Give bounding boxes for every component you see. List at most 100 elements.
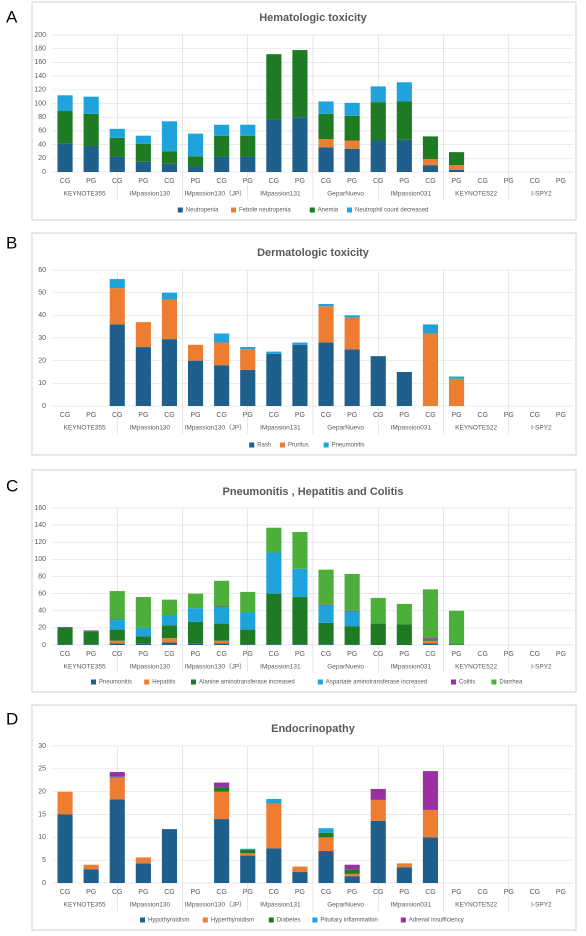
group-label: IMpassion031 — [391, 902, 432, 909]
legend-label: Neutrophil count decreased — [355, 208, 428, 214]
y-tick-label: 0 — [42, 169, 46, 176]
bar-segment — [292, 644, 308, 645]
bar-segment — [344, 876, 360, 883]
bar-segment — [370, 356, 386, 406]
bar-segment — [240, 156, 256, 172]
x-tick-label: PG — [347, 412, 357, 419]
panel-letter: D — [6, 709, 18, 728]
y-tick-label: 50 — [38, 290, 46, 297]
bar-segment — [109, 324, 125, 406]
group-label: IMpassion131 — [260, 664, 301, 671]
x-tick-label: CG — [321, 651, 332, 658]
bar-segment — [292, 866, 308, 873]
bar-segment — [83, 145, 99, 172]
bar-segment — [109, 128, 125, 138]
y-tick-label: 120 — [34, 87, 46, 94]
x-tick-label: CG — [530, 889, 541, 896]
bar-segment — [370, 623, 386, 645]
bar-segment — [109, 620, 125, 630]
y-tick-label: 100 — [34, 556, 46, 563]
bar-segment — [135, 597, 151, 628]
x-tick-label: PG — [347, 651, 357, 658]
bar-segment — [240, 644, 256, 645]
bar-segment — [135, 627, 151, 637]
group-label: KEYNOTE522 — [455, 902, 497, 909]
x-tick-label: CG — [112, 651, 123, 658]
y-tick-label: 80 — [38, 114, 46, 121]
bar-segment — [370, 788, 386, 800]
bar-segment — [214, 643, 230, 645]
bar-segment — [370, 820, 386, 883]
group-label: IMpassion131 — [260, 902, 301, 909]
group-label: I-SPY2 — [531, 425, 552, 432]
bar-segment — [57, 143, 73, 172]
bar-segment — [448, 169, 465, 172]
bar-segment — [214, 156, 230, 172]
chart-title: Endocrinopathy — [271, 723, 356, 735]
x-tick-label: PG — [295, 412, 305, 419]
bar-segment — [422, 333, 439, 406]
bar-segment — [187, 643, 204, 645]
bar-segment — [109, 799, 125, 883]
bar-segment — [344, 317, 360, 350]
bar-segment — [422, 837, 439, 883]
bar-segment — [214, 782, 230, 788]
y-tick-label: 100 — [34, 100, 46, 107]
x-tick-label: CG — [164, 889, 175, 896]
legend-label: Aspartate aminotransferase increased — [326, 680, 427, 686]
x-tick-label: CG — [373, 178, 384, 185]
x-tick-label: CG — [60, 178, 71, 185]
legend-swatch — [347, 207, 352, 213]
x-tick-label: CG — [60, 651, 71, 658]
bar-segment — [318, 604, 334, 606]
legend-label: Rash — [257, 443, 271, 449]
legend-label: Pneumonitis — [99, 680, 132, 686]
bar-segment — [370, 140, 386, 172]
y-tick-label: 40 — [38, 141, 46, 148]
bar-segment — [344, 115, 360, 141]
bar-segment — [161, 829, 178, 883]
y-tick-label: 30 — [38, 743, 46, 750]
bar-segment — [135, 643, 151, 645]
group-label: GeparNuevo — [327, 902, 364, 909]
bar-segment — [370, 799, 386, 821]
group-label: IMpassion131 — [260, 425, 301, 432]
bar-segment — [109, 776, 125, 778]
group-label: IMpassion031 — [391, 191, 432, 198]
legend-label: Hyperthyroidism — [211, 918, 254, 924]
group-label: KEYNOTE522 — [455, 664, 497, 671]
legend-swatch — [280, 442, 285, 448]
x-tick-label: CG — [216, 889, 227, 896]
bar-segment — [214, 607, 230, 624]
bar-segment — [109, 137, 125, 157]
bar-segment — [214, 787, 230, 792]
bar-segment — [135, 857, 151, 864]
bar-segment — [187, 344, 204, 361]
x-tick-label: PG — [86, 889, 96, 896]
bar-segment — [292, 50, 308, 118]
x-tick-label: CG — [60, 412, 71, 419]
bar-segment — [448, 152, 465, 166]
bar-segment — [109, 619, 125, 621]
legend-label: Hypothyroidism — [148, 918, 189, 924]
panel-letter: C — [6, 476, 18, 495]
bar-segment — [83, 644, 99, 645]
x-tick-label: CG — [269, 651, 280, 658]
bar-segment — [318, 101, 334, 114]
bar-segment — [396, 101, 412, 140]
x-tick-label: CG — [425, 889, 436, 896]
bar-segment — [344, 573, 360, 611]
bar-segment — [318, 304, 334, 307]
bar-segment — [266, 527, 282, 553]
bar-segment — [266, 798, 282, 804]
x-tick-label: CG — [269, 178, 280, 185]
x-tick-label: PG — [399, 412, 409, 419]
group-label: IMpassion031 — [391, 425, 432, 432]
group-label: KEYNOTE355 — [64, 191, 106, 198]
bar-segment — [318, 113, 334, 140]
bar-segment — [161, 299, 178, 340]
bar-segment — [344, 140, 360, 149]
x-tick-label: PG — [556, 178, 566, 185]
y-tick-label: 20 — [38, 625, 46, 632]
